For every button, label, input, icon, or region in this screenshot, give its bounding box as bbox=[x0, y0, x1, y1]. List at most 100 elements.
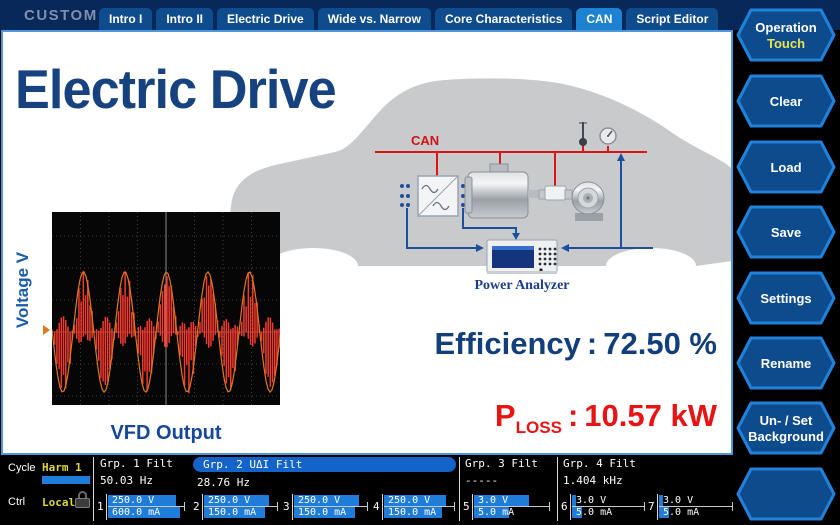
button-label: Operation Touch bbox=[755, 19, 817, 51]
range-line bbox=[204, 502, 278, 511]
phase-connection-dots bbox=[400, 184, 465, 207]
button-label: Un- / Set Background bbox=[748, 412, 824, 444]
motor bbox=[464, 163, 542, 219]
hexagon-shape bbox=[736, 140, 836, 194]
button-operation[interactable]: Operation Touch bbox=[736, 8, 836, 62]
status-divider bbox=[459, 457, 460, 521]
hexagon-shape bbox=[736, 205, 836, 259]
tab-bar: Intro I Intro II Electric Drive Wide vs. Na… bbox=[99, 0, 719, 30]
pwm-waveform bbox=[51, 212, 281, 405]
voltage-range-bar: 3.0 V bbox=[659, 495, 733, 506]
efficiency-separator: : bbox=[586, 326, 598, 361]
group-name: Grp. 1 Filt bbox=[100, 457, 173, 470]
channel-ranges: 250.0 V 600.0 mA bbox=[108, 495, 185, 518]
range-line bbox=[294, 502, 368, 511]
ploss-separator: : bbox=[567, 398, 579, 433]
tab-script-editor[interactable]: Script Editor bbox=[626, 8, 719, 30]
tab-intro-ii[interactable]: Intro II bbox=[156, 8, 213, 30]
button-blank[interactable] bbox=[736, 467, 836, 521]
channel-number: 2 bbox=[193, 500, 200, 513]
power-analyzer-label: Power Analyzer bbox=[475, 278, 570, 293]
pwm-bars bbox=[54, 270, 280, 394]
vfd-scope bbox=[51, 212, 281, 405]
group-name: Grp. 3 Filt bbox=[465, 457, 538, 470]
channel-3[interactable]: 3 250.0 V 150.0 mA bbox=[283, 490, 368, 523]
group-2-status[interactable]: Grp. 2 UΔI Filt 28.76 Hz bbox=[193, 457, 456, 489]
scope-y-axis-label: Voltage V bbox=[13, 251, 32, 329]
content-area: Electric Drive CAN bbox=[1, 30, 733, 455]
button-label bbox=[736, 467, 836, 521]
range-line bbox=[572, 502, 645, 511]
channel-ranges: 3.0 V 5.0 mA bbox=[474, 495, 550, 518]
channel-5[interactable]: 5 3.0 V 5.0 mA bbox=[463, 490, 550, 523]
group-4-status[interactable]: Grp. 4 Filt 1.404 kHz bbox=[563, 457, 636, 487]
group-frequency: ----- bbox=[465, 474, 499, 487]
channel-number: 7 bbox=[648, 500, 655, 513]
hexagon-shape bbox=[736, 8, 836, 62]
button-settings[interactable]: Settings bbox=[736, 271, 836, 325]
channel-7[interactable]: 7 3.0 V 5.0 mA bbox=[648, 490, 733, 523]
range-start-tick bbox=[657, 493, 658, 520]
sine-fundamental bbox=[51, 270, 281, 394]
page-title: Electric Drive bbox=[15, 58, 337, 120]
group-1-status[interactable]: Grp. 1 Filt 50.03 Hz bbox=[100, 457, 173, 487]
header-bar: CUSTOM Intro I Intro II Electric Drive Wide… bbox=[0, 0, 840, 30]
channel-number: 5 bbox=[463, 500, 470, 513]
brand-label: CUSTOM bbox=[24, 7, 98, 24]
hexagon-shape bbox=[736, 401, 836, 455]
efficiency-value: 72.50 % bbox=[603, 326, 717, 361]
channel-ranges: 250.0 V 150.0 mA bbox=[384, 495, 455, 518]
gauge-icon bbox=[599, 127, 617, 145]
cycle-value[interactable]: Harm 1 bbox=[42, 461, 82, 474]
channel-number: 6 bbox=[561, 500, 568, 513]
channel-1[interactable]: 1 250.0 V 600.0 mA bbox=[97, 490, 185, 523]
channel-2[interactable]: 2 250.0 V 150.0 mA bbox=[193, 490, 278, 523]
tab-wide-vs-narrow[interactable]: Wide vs. Narrow bbox=[317, 8, 431, 30]
current-range-bar: 600.0 mA bbox=[108, 507, 185, 518]
button-clear[interactable]: Clear bbox=[736, 74, 836, 128]
group-frequency: 1.404 kHz bbox=[563, 474, 623, 487]
tab-electric-drive[interactable]: Electric Drive bbox=[217, 8, 314, 30]
group-name: Grp. 2 UΔI Filt bbox=[193, 457, 456, 472]
tab-can[interactable]: CAN bbox=[576, 8, 623, 30]
scope-caption: VFD Output bbox=[110, 422, 222, 444]
group-name: Grp. 4 Filt bbox=[563, 457, 636, 470]
voltage-range-bar: 250.0 V bbox=[294, 495, 368, 506]
group-frequency: 28.76 Hz bbox=[197, 476, 250, 489]
ploss-value: 10.57 kW bbox=[584, 398, 717, 433]
channel-ranges: 3.0 V 5.0 mA bbox=[572, 495, 645, 518]
button-save[interactable]: Save bbox=[736, 205, 836, 259]
channel-number: 3 bbox=[283, 500, 290, 513]
current-range-bar: 5.0 mA bbox=[474, 507, 550, 518]
hexagon-shape bbox=[736, 271, 836, 325]
tab-core-characteristics[interactable]: Core Characteristics bbox=[434, 8, 573, 30]
range-line bbox=[108, 502, 185, 511]
current-range-bar: 150.0 mA bbox=[294, 507, 368, 518]
voltage-range-bar: 250.0 V bbox=[384, 495, 455, 506]
current-range-bar: 5.0 mA bbox=[659, 507, 733, 518]
channel-ranges: 3.0 V 5.0 mA bbox=[659, 495, 733, 518]
can-bus-label: CAN bbox=[411, 133, 439, 148]
channel-4[interactable]: 4 250.0 V 150.0 mA bbox=[373, 490, 455, 523]
button-un-set[interactable]: Un- / Set Background bbox=[736, 401, 836, 455]
group-3-status[interactable]: Grp. 3 Filt ----- bbox=[465, 457, 538, 487]
voltage-range-bar: 3.0 V bbox=[572, 495, 645, 506]
padlock-icon bbox=[75, 491, 90, 508]
button-load[interactable]: Load bbox=[736, 140, 836, 194]
hexagon-shape bbox=[736, 336, 836, 390]
range-line bbox=[384, 502, 455, 511]
button-label: Load bbox=[770, 159, 802, 175]
sidebar-buttons: Operation Touch Clear Load Save Settings … bbox=[736, 0, 836, 525]
ctrl-value[interactable]: Local bbox=[42, 496, 76, 509]
button-label: Settings bbox=[760, 290, 812, 306]
range-start-tick bbox=[472, 493, 473, 520]
range-start-tick bbox=[292, 493, 293, 520]
tab-intro-i[interactable]: Intro I bbox=[99, 8, 153, 30]
torque-sensor bbox=[538, 185, 573, 201]
channel-6[interactable]: 6 3.0 V 5.0 mA bbox=[561, 490, 645, 523]
efficiency-readout: Efficiency:72.50 % bbox=[434, 326, 717, 362]
button-label: Rename bbox=[760, 355, 812, 371]
hexagon-shape bbox=[736, 467, 836, 521]
button-rename[interactable]: Rename bbox=[736, 336, 836, 390]
status-divider bbox=[93, 457, 94, 521]
